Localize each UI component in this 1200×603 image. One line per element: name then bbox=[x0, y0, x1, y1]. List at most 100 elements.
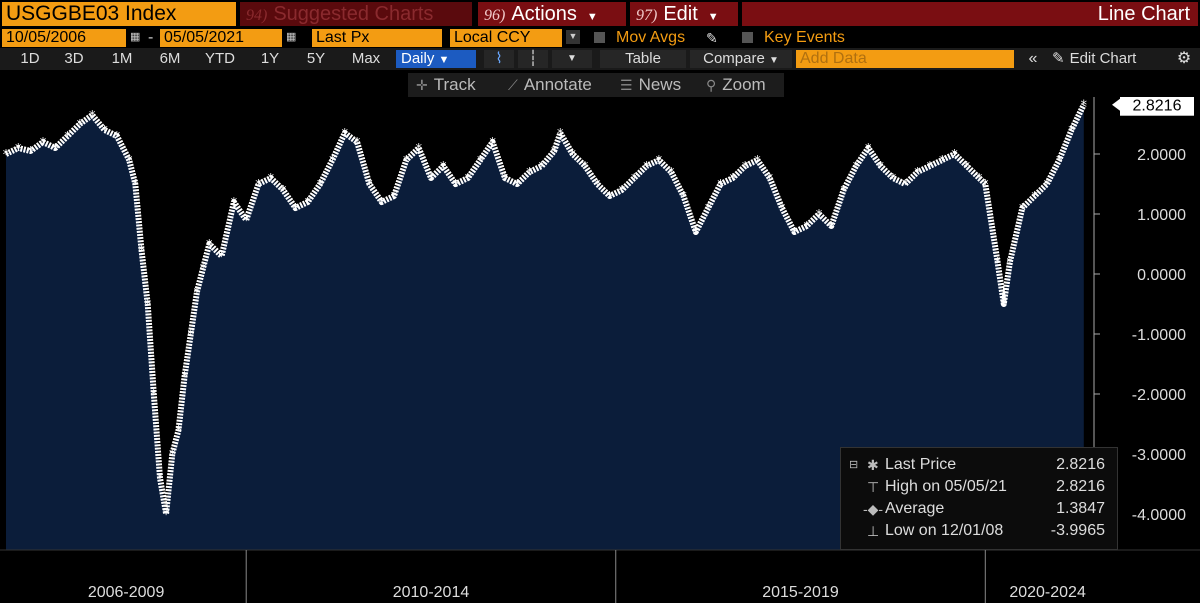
actions-num: 96) bbox=[484, 7, 506, 24]
mov-avgs-checkbox[interactable] bbox=[594, 32, 605, 43]
line-chart[interactable]: * * * * * * * * * * * * * * * * * * * * * * * * * * * * * * * * * * * * * * * *… bbox=[0, 97, 1200, 603]
legend-high: ⊤ High on 05/05/21 2.8216 bbox=[841, 476, 1119, 498]
edit-num: 97) bbox=[636, 7, 658, 24]
y-tick-label: -4.0000 bbox=[1132, 507, 1186, 524]
data-point: * bbox=[853, 160, 860, 175]
zoom-tool[interactable]: ⚲ Zoom bbox=[706, 73, 766, 97]
series-area bbox=[6, 104, 1084, 550]
legend-low: ⊥ Low on 12/01/08 -3.9965 bbox=[841, 520, 1119, 542]
last-value-tag: 2.8216 bbox=[1133, 98, 1182, 115]
data-point: * bbox=[77, 118, 84, 133]
candlestick-icon[interactable]: ┆ bbox=[518, 50, 548, 68]
range-1m[interactable]: 1M bbox=[111, 50, 133, 67]
header-bar: USGGBE03 Index 94) Suggested Charts 96) Ac… bbox=[0, 0, 1200, 28]
add-data-input[interactable]: Add Data bbox=[796, 50, 1014, 68]
data-point: * bbox=[403, 154, 410, 169]
data-point: * bbox=[643, 160, 650, 175]
data-point: * bbox=[27, 145, 34, 160]
end-date-field[interactable]: 05/05/2021 bbox=[160, 29, 282, 47]
edit-label: Edit bbox=[663, 3, 698, 25]
currency-select[interactable]: Local CCY bbox=[450, 29, 562, 47]
data-point: * bbox=[206, 238, 213, 253]
data-point: * bbox=[255, 178, 262, 193]
x-period-label: 2010-2014 bbox=[393, 584, 470, 601]
chevron-down-icon[interactable]: ▼ bbox=[566, 30, 580, 44]
data-point: * bbox=[138, 244, 145, 259]
chevron-down-icon: ▼ bbox=[438, 54, 450, 66]
legend-value: 2.8216 bbox=[1056, 456, 1105, 473]
search-icon: ⚲ bbox=[706, 77, 717, 93]
compare-button[interactable]: Compare ▼ bbox=[690, 50, 792, 68]
y-axis: 2.0000 1.0000 0.0000 -1.0000 -2.0000 -3.0000 -… bbox=[1093, 97, 1194, 550]
last-value-tag-box bbox=[1120, 97, 1194, 116]
y-tick-label: -1.0000 bbox=[1132, 327, 1186, 344]
edit-chart-button[interactable]: ✎ Edit Chart bbox=[1052, 48, 1172, 70]
range-6m[interactable]: 6M bbox=[159, 50, 181, 67]
data-point: * bbox=[742, 160, 749, 175]
range-ytd[interactable]: YTD bbox=[205, 50, 235, 67]
legend-value: -3.9965 bbox=[1050, 522, 1105, 539]
data-point: * bbox=[1031, 190, 1038, 205]
data-point: * bbox=[415, 142, 422, 157]
crosshair-icon: ✛ bbox=[416, 77, 428, 93]
data-point: * bbox=[705, 202, 712, 217]
gear-icon[interactable]: ⚙ bbox=[1176, 50, 1192, 67]
data-point: * bbox=[181, 370, 188, 385]
legend-box: ⊟ ✱ Last Price 2.8216 ⊤ High on 05/05/21… bbox=[840, 447, 1118, 550]
pencil-icon[interactable]: ✎ bbox=[706, 30, 718, 46]
data-point: * bbox=[594, 178, 601, 193]
news-tool[interactable]: ☰ News bbox=[620, 73, 681, 97]
data-point: * bbox=[15, 142, 22, 157]
calendar-icon[interactable]: ▦ bbox=[286, 31, 297, 43]
collapse-icon[interactable]: « bbox=[1028, 50, 1038, 67]
data-point: * bbox=[730, 172, 737, 187]
range-3d[interactable]: 3D bbox=[64, 50, 84, 67]
x-period-label: 2006-2009 bbox=[88, 584, 165, 601]
range-5y[interactable]: 5Y bbox=[306, 50, 326, 67]
edit-menu-button[interactable]: 97) Edit ▼ bbox=[630, 2, 738, 26]
data-point: * bbox=[194, 286, 201, 301]
data-point: * bbox=[52, 142, 59, 157]
data-point: * bbox=[218, 250, 225, 265]
suggested-charts-button[interactable]: 94) Suggested Charts bbox=[240, 2, 472, 26]
legend-label: Last Price bbox=[885, 456, 957, 473]
data-point: * bbox=[551, 145, 558, 160]
key-events-checkbox[interactable] bbox=[742, 32, 753, 43]
annotate-label: Annotate bbox=[523, 75, 592, 94]
data-point: * bbox=[803, 220, 810, 235]
data-point: * bbox=[606, 190, 613, 205]
calendar-icon[interactable]: ▦ bbox=[130, 31, 141, 43]
zoom-label: Zoom bbox=[722, 75, 766, 94]
range-1d[interactable]: 1D bbox=[20, 50, 40, 67]
data-point: * bbox=[877, 160, 884, 175]
data-point: * bbox=[477, 154, 484, 169]
high-marker-icon: ⊤ bbox=[867, 479, 880, 495]
data-point: * bbox=[668, 166, 675, 181]
data-point: * bbox=[114, 130, 121, 145]
annotate-tool[interactable]: ⟋ Annotate bbox=[508, 73, 592, 97]
x-period-label: 2015-2019 bbox=[762, 584, 839, 601]
y-tick-label: 1.0000 bbox=[1137, 207, 1186, 224]
data-point: * bbox=[89, 109, 96, 124]
data-point: * bbox=[865, 142, 872, 157]
table-button[interactable]: Table bbox=[600, 50, 686, 68]
data-point: * bbox=[951, 148, 958, 163]
line-chart-icon[interactable]: ⌇ bbox=[484, 50, 514, 68]
frequency-select[interactable]: Daily ▼ bbox=[396, 50, 476, 68]
data-point: * bbox=[1056, 154, 1063, 169]
data-point: * bbox=[994, 256, 1001, 271]
range-1y[interactable]: 1Y bbox=[260, 50, 280, 67]
data-point: * bbox=[268, 172, 275, 187]
field-select[interactable]: Last Px bbox=[312, 29, 442, 47]
range-max[interactable]: Max bbox=[351, 50, 381, 67]
data-point: * bbox=[1001, 298, 1008, 313]
data-point: * bbox=[927, 160, 934, 175]
data-point: * bbox=[280, 184, 287, 199]
collapse-box-icon[interactable]: ⊟ bbox=[849, 459, 859, 471]
actions-menu-button[interactable]: 96) Actions ▼ bbox=[478, 2, 626, 26]
start-date-field[interactable]: 10/05/2006 bbox=[2, 29, 126, 47]
pencil-icon: ✎ bbox=[1052, 50, 1065, 67]
ticker-field[interactable]: USGGBE03 Index bbox=[2, 2, 236, 26]
chevron-down-icon[interactable]: ▼ bbox=[552, 50, 592, 68]
track-tool[interactable]: ✛ Track bbox=[416, 73, 476, 97]
